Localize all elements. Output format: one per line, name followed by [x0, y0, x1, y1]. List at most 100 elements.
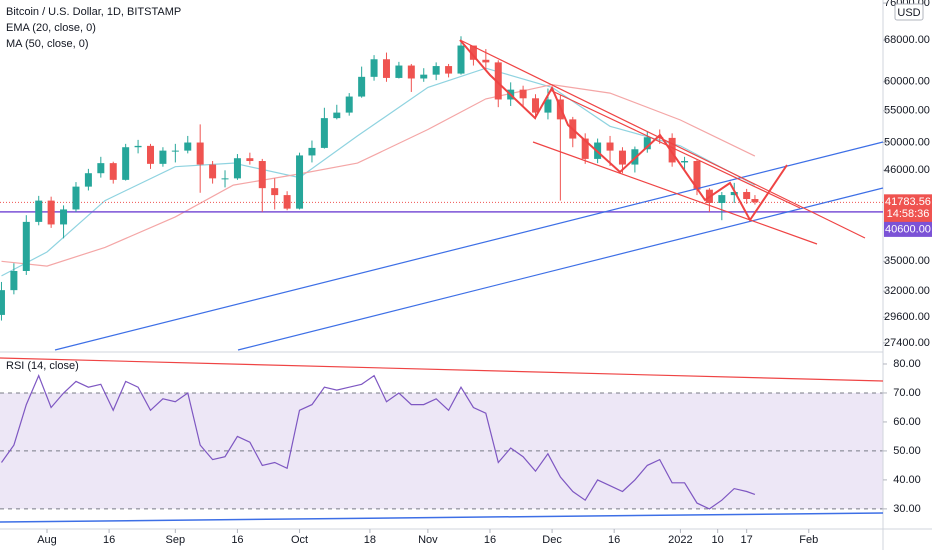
candle-body — [97, 163, 105, 174]
candle-body — [184, 142, 192, 151]
y-tick-label: 60000.00 — [884, 76, 930, 88]
candle-body — [246, 158, 254, 162]
candle-body — [22, 221, 30, 271]
candle-body — [10, 270, 18, 291]
y-tick-label: 50.00 — [893, 445, 921, 457]
y-tick-label: 80.00 — [893, 358, 921, 370]
x-tick-label: Sep — [166, 534, 186, 546]
candle-body — [668, 137, 676, 163]
trend-line — [54, 141, 884, 351]
x-tick-label: Nov — [418, 534, 438, 546]
y-tick-label: 46000.00 — [884, 164, 930, 176]
y-tick-label: 29600.00 — [884, 311, 930, 323]
trend-line — [532, 141, 818, 245]
candle-body — [72, 186, 80, 210]
x-tick-label: 17 — [741, 534, 753, 546]
candle-body — [221, 178, 229, 180]
candle-body — [432, 66, 440, 75]
legend-entry: MA (50, close, 0) — [6, 38, 89, 50]
candle-body — [209, 164, 217, 179]
rsi-trend-line — [0, 512, 884, 523]
candle-body — [494, 62, 502, 100]
candle-body — [718, 195, 726, 203]
candle-body — [60, 209, 68, 225]
x-tick-label: 2022 — [668, 534, 692, 546]
candle-body — [407, 65, 415, 79]
trend-line — [237, 187, 884, 351]
x-tick-label: 16 — [608, 534, 620, 546]
currency-box[interactable] — [894, 3, 924, 21]
candle-body — [109, 163, 117, 180]
candle-body — [283, 195, 291, 209]
candle-body — [606, 142, 614, 151]
candle-body — [333, 112, 341, 119]
candle-body — [296, 155, 304, 209]
level-label-box — [884, 221, 932, 237]
candle-body — [751, 199, 759, 203]
y-tick-label: 35000.00 — [884, 255, 930, 267]
candle-body — [445, 66, 453, 74]
candle-body — [258, 161, 266, 189]
candle-body — [618, 150, 626, 165]
candle-body — [382, 59, 390, 78]
y-tick-label: 40.00 — [893, 474, 921, 486]
y-tick-label: 70.00 — [893, 387, 921, 399]
indicator-line — [1, 83, 756, 267]
candle-body — [0, 290, 5, 315]
candle-body — [420, 74, 428, 79]
candle-body — [693, 161, 701, 190]
y-tick-label: 55000.00 — [884, 105, 930, 117]
candle-body — [345, 96, 353, 113]
y-tick-label: 30.00 — [893, 503, 921, 515]
currency: USD — [897, 7, 920, 19]
candle-body — [370, 59, 378, 77]
y-tick-label: 50000.00 — [884, 136, 930, 148]
x-tick-label: 16 — [103, 534, 115, 546]
price-label: 41783.56 — [885, 196, 931, 208]
candle-body — [35, 200, 43, 222]
candle-body — [308, 147, 316, 156]
countdown: 14:58:36 — [887, 208, 930, 220]
x-tick-label: 18 — [364, 534, 376, 546]
legend-entry: EMA (20, close, 0) — [6, 22, 96, 34]
price-label-box — [884, 194, 932, 223]
candle-body — [482, 59, 490, 63]
rsi-line — [1, 374, 756, 510]
candle-body — [544, 99, 552, 113]
zigzag-projection — [459, 39, 788, 222]
candle-body — [84, 173, 92, 187]
rsi-trend-line — [0, 357, 884, 382]
rsi-title: RSI (14, close) — [6, 360, 79, 372]
x-tick-label: Dec — [542, 534, 562, 546]
candle-body — [581, 138, 589, 159]
candle-body — [320, 118, 328, 148]
candle-body — [122, 147, 130, 180]
indicator-line — [1, 67, 756, 277]
candle-body — [171, 150, 179, 152]
x-tick-label: Oct — [291, 534, 308, 546]
x-tick-label: 16 — [231, 534, 243, 546]
candle-body — [47, 200, 55, 225]
candle-body — [196, 142, 204, 165]
x-tick-label: Feb — [799, 534, 818, 546]
x-tick-label: 16 — [484, 534, 496, 546]
candle-body — [271, 188, 279, 196]
candle-body — [147, 145, 154, 164]
candle-body — [730, 191, 738, 196]
candle-body — [532, 98, 540, 113]
candle-body — [159, 150, 167, 164]
candle-body — [681, 161, 689, 163]
drawings — [0, 39, 884, 523]
candle-body — [469, 45, 477, 60]
candle-body — [233, 158, 241, 179]
chart-title: Bitcoin / U.S. Dollar, 1D, BITSTAMP — [6, 6, 181, 18]
candle-body — [134, 145, 142, 148]
candle-body — [358, 76, 366, 97]
candle-body — [519, 89, 527, 99]
x-tick-label: 10 — [712, 534, 724, 546]
candle-body — [395, 65, 403, 78]
trend-line — [549, 89, 801, 209]
y-tick-label: 32000.00 — [884, 285, 930, 297]
